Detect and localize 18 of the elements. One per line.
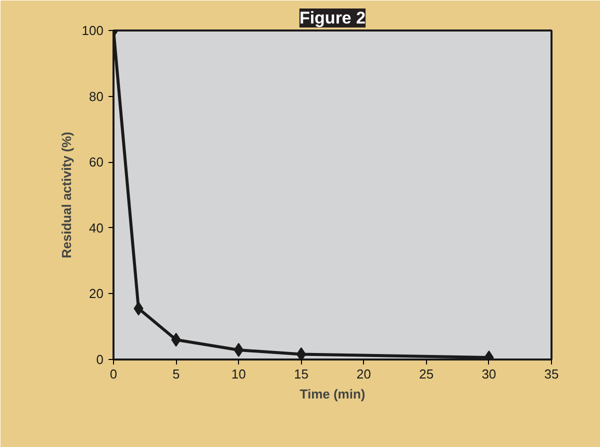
y-tick-label: 40 — [89, 220, 104, 236]
chart-title: Figure 2 — [299, 8, 366, 28]
x-tick-label: 5 — [172, 366, 180, 382]
y-tick-label: 60 — [89, 154, 104, 170]
y-tick-label: 80 — [89, 88, 104, 104]
x-tick-label: 25 — [419, 366, 434, 382]
y-tick-label: 100 — [82, 23, 104, 38]
x-tick-label: 30 — [482, 366, 496, 382]
x-tick-label: 15 — [294, 366, 308, 382]
y-axis-title: Residual activity (%) — [58, 132, 74, 258]
x-tick-label: 35 — [544, 366, 559, 382]
x-tick-label: 10 — [231, 366, 246, 382]
x-tick-label: 20 — [356, 366, 372, 382]
x-axis-title: Time (min) — [300, 386, 366, 402]
y-tick-label: 0 — [96, 352, 104, 367]
x-tick-label: 0 — [110, 366, 118, 382]
point — [296, 347, 306, 360]
y-tick-label: 20 — [89, 286, 104, 302]
